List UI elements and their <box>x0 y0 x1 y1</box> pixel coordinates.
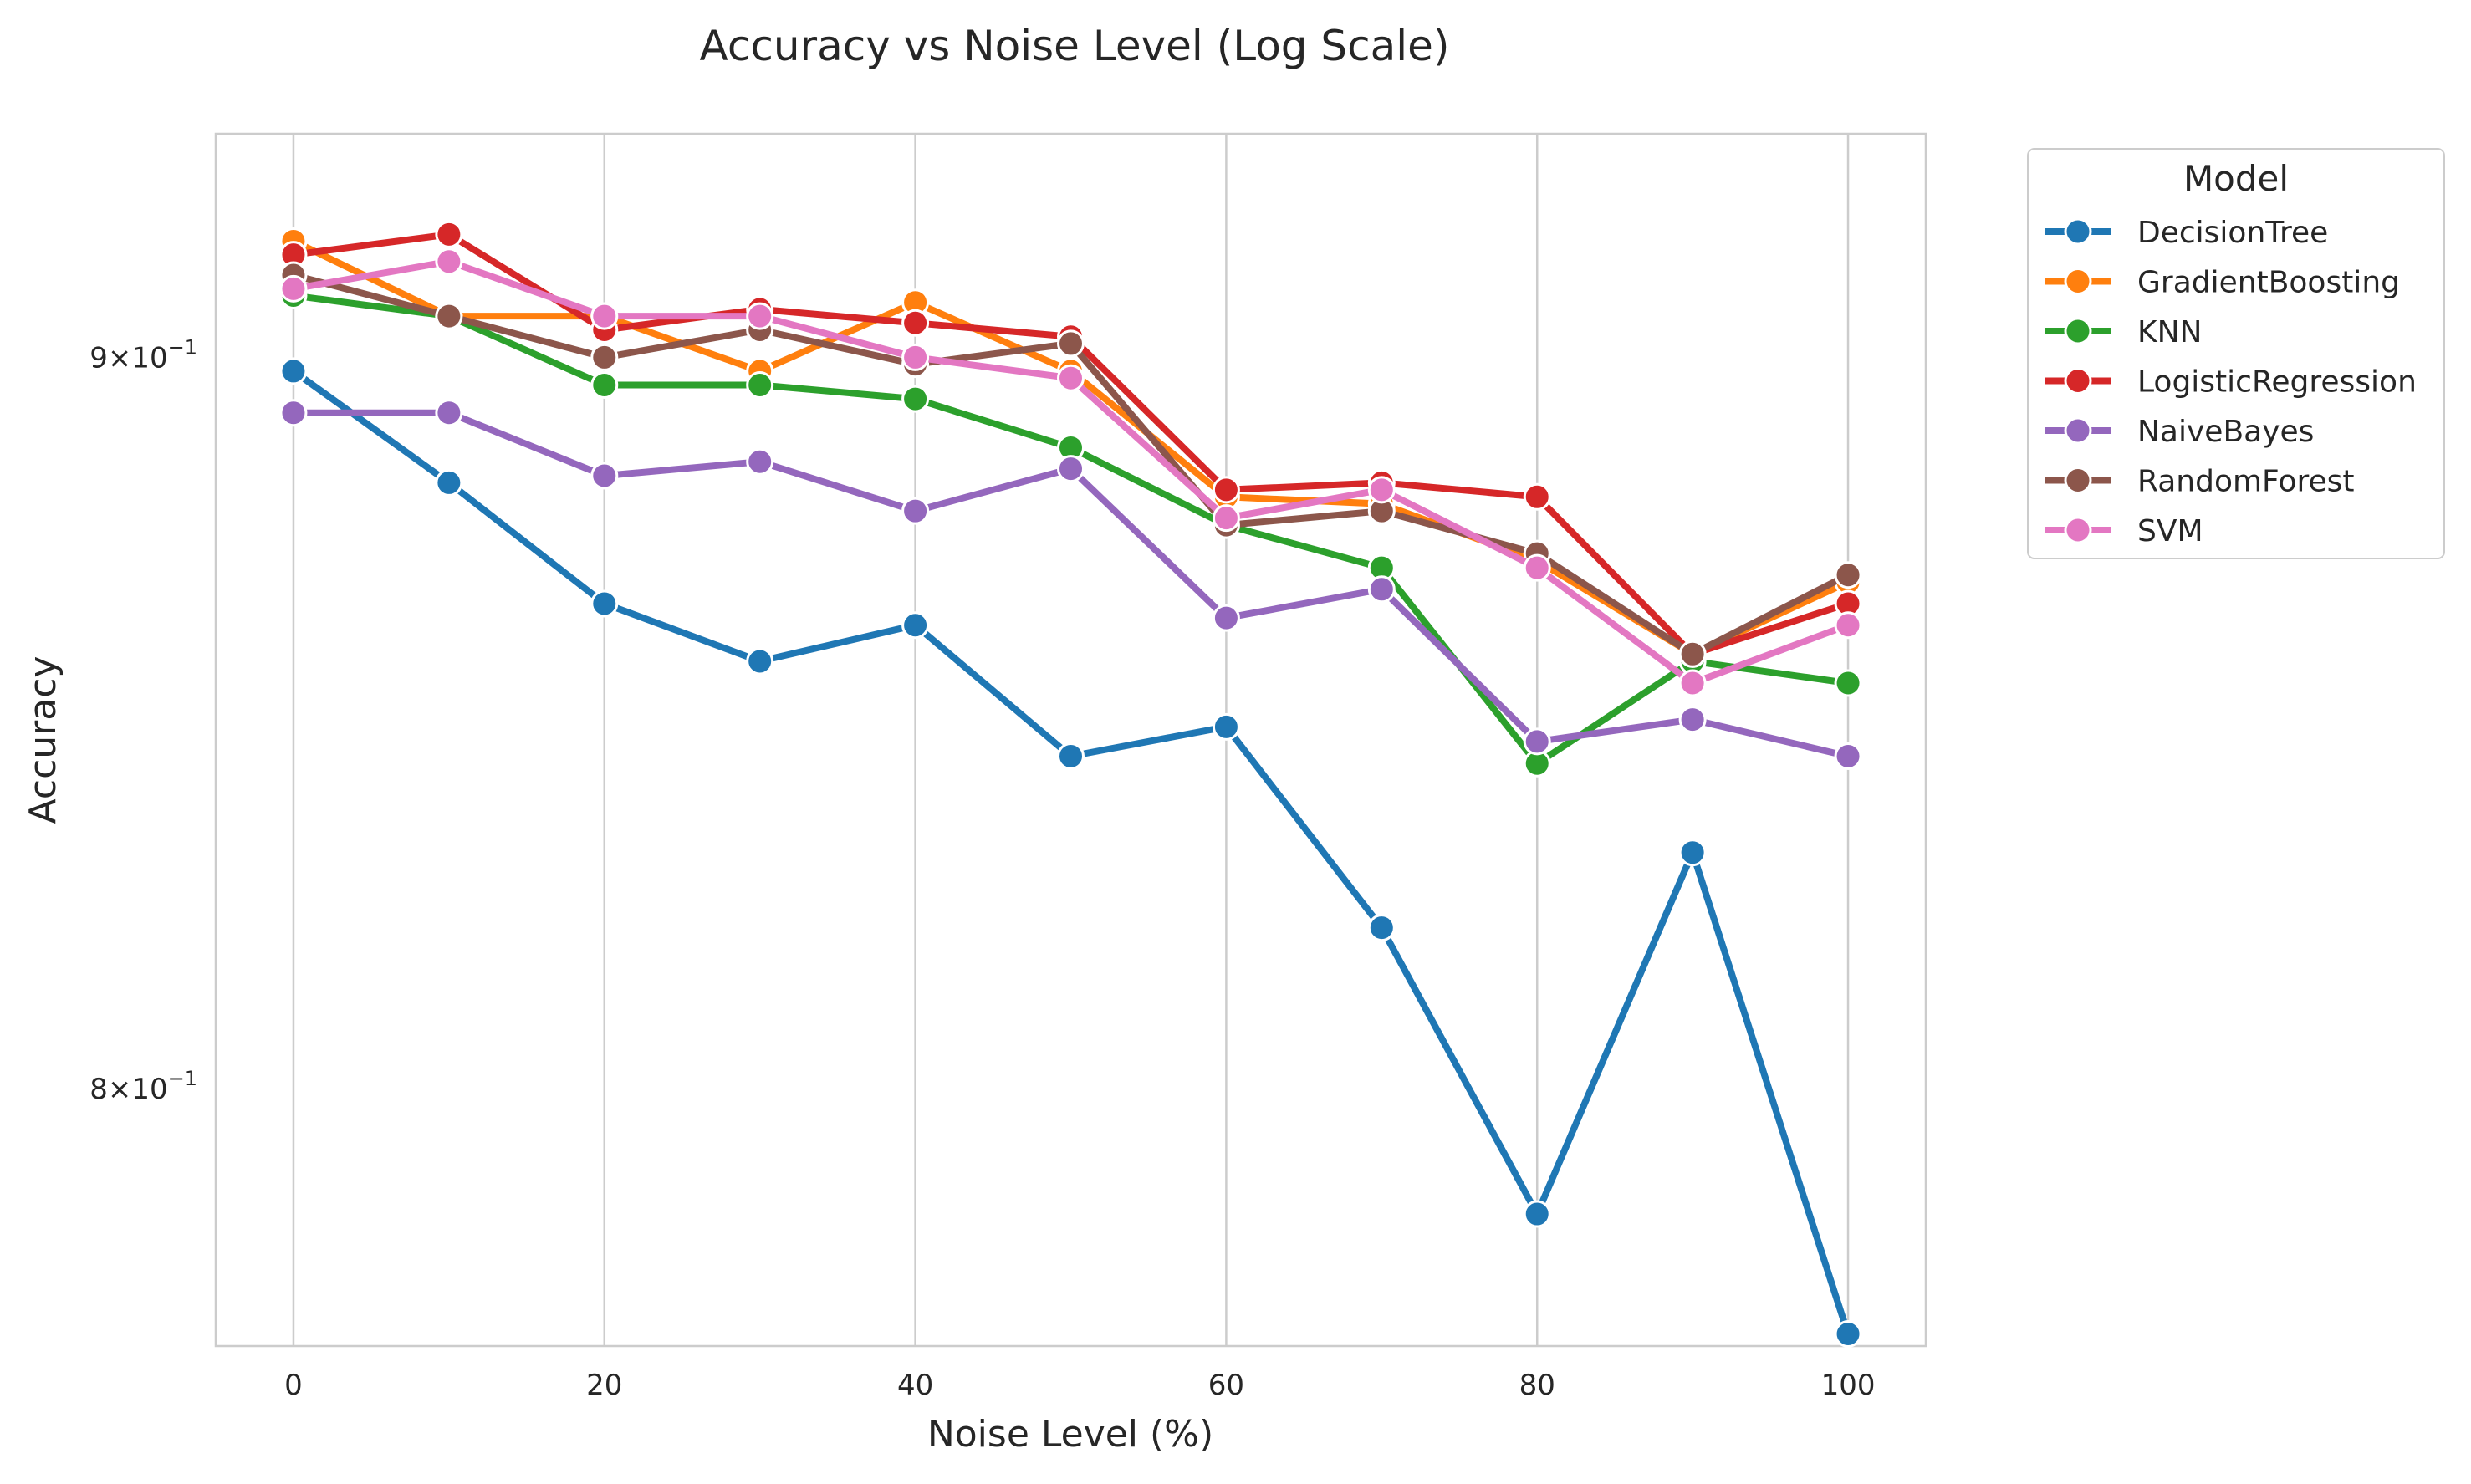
legend-label: SVM <box>2137 514 2203 548</box>
data-point-decisiontree <box>1523 1200 1551 1228</box>
data-point-decisiontree <box>279 357 308 385</box>
data-point-decisiontree <box>590 589 619 618</box>
data-point-naivebayes <box>901 497 930 525</box>
data-point-logisticregression <box>435 220 463 248</box>
data-point-svm <box>1057 364 1085 392</box>
data-point-svm <box>1678 669 1707 697</box>
legend-marker <box>2064 268 2092 295</box>
data-point-decisiontree <box>746 647 774 676</box>
series-lines <box>279 220 1862 1349</box>
legend-title: Model <box>2183 158 2289 199</box>
legend-marker <box>2064 467 2092 494</box>
data-point-naivebayes <box>435 399 463 427</box>
data-point-svm <box>1523 553 1551 582</box>
data-point-svm <box>901 343 930 371</box>
data-point-naivebayes <box>1678 706 1707 734</box>
data-point-naivebayes <box>1212 604 1240 632</box>
data-point-randomforest <box>1678 640 1707 668</box>
legend-label: NaiveBayes <box>2137 415 2314 449</box>
x-axis-label: Noise Level (%) <box>927 1413 1213 1456</box>
data-point-randomforest <box>435 302 463 330</box>
data-point-svm <box>1834 611 1862 640</box>
series-svm <box>279 247 1862 697</box>
legend-marker <box>2064 367 2092 395</box>
data-point-naivebayes <box>1367 575 1396 604</box>
legend-marker <box>2064 217 2092 246</box>
data-point-naivebayes <box>1834 742 1862 770</box>
data-point-svm <box>746 302 774 330</box>
data-point-decisiontree <box>435 468 463 497</box>
x-tick-label: 80 <box>1519 1369 1555 1402</box>
legend-item-decisiontree: DecisionTree <box>2045 216 2328 250</box>
x-tick-label: 20 <box>586 1369 622 1402</box>
y-axis-label: Accuracy <box>22 656 64 824</box>
x-tick-label: 40 <box>897 1369 933 1402</box>
data-point-naivebayes <box>746 447 774 476</box>
legend-label: KNN <box>2137 315 2202 349</box>
legend-item-svm: SVM <box>2045 514 2203 548</box>
data-point-knn <box>746 370 774 399</box>
legend-frame <box>2027 148 2445 559</box>
legend-item-logisticregression: LogisticRegression <box>2045 365 2417 400</box>
data-point-svm <box>279 274 308 303</box>
legend-label: RandomForest <box>2137 465 2355 499</box>
series-decisiontree <box>279 357 1862 1349</box>
data-point-naivebayes <box>279 399 308 427</box>
data-point-svm <box>1212 504 1240 533</box>
y-axis-ticks: 8×10−1 9×10−1 <box>89 335 197 1106</box>
data-point-decisiontree <box>901 611 930 640</box>
data-point-randomforest <box>1834 561 1862 589</box>
series-naivebayes <box>279 399 1862 770</box>
data-point-svm <box>590 302 619 330</box>
data-point-logisticregression <box>1212 476 1240 504</box>
plot-area-frame <box>214 132 1927 1348</box>
legend-item-gradientboosting: GradientBoosting <box>2045 266 2400 300</box>
data-point-svm <box>435 247 463 276</box>
data-point-naivebayes <box>1523 727 1551 756</box>
data-point-knn <box>1834 669 1862 697</box>
data-point-naivebayes <box>1057 455 1085 483</box>
x-tick-label: 60 <box>1208 1369 1244 1402</box>
legend-label: DecisionTree <box>2137 216 2328 250</box>
data-point-decisiontree <box>1057 742 1085 770</box>
x-axis-ticks: 0 20 40 60 80 100 <box>284 1369 1875 1402</box>
data-point-decisiontree <box>1212 712 1240 741</box>
data-point-logisticregression <box>901 309 930 337</box>
legend-label: LogisticRegression <box>2137 365 2417 400</box>
legend: Model DecisionTree GradientBoosting KNN Log… <box>2027 148 2445 559</box>
legend-marker <box>2064 317 2092 345</box>
data-point-decisiontree <box>1834 1320 1862 1349</box>
y-tick-label: 8×10−1 <box>89 1067 197 1106</box>
data-point-decisiontree <box>1678 839 1707 867</box>
data-point-randomforest <box>590 343 619 371</box>
legend-item-knn: KNN <box>2045 315 2202 349</box>
data-point-knn <box>901 385 930 413</box>
x-tick-label: 100 <box>1821 1369 1876 1402</box>
legend-label: GradientBoosting <box>2137 266 2400 300</box>
data-point-randomforest <box>1057 329 1085 358</box>
y-tick-label: 9×10−1 <box>89 335 197 375</box>
legend-item-randomforest: RandomForest <box>2045 465 2355 499</box>
data-point-decisiontree <box>1367 914 1396 942</box>
data-point-svm <box>1367 476 1396 504</box>
legend-marker <box>2064 416 2092 445</box>
chart-title: Accuracy vs Noise Level (Log Scale) <box>700 22 1450 70</box>
legend-marker <box>2064 516 2092 544</box>
data-point-knn <box>590 370 619 399</box>
data-point-logisticregression <box>1523 482 1551 511</box>
data-point-naivebayes <box>590 462 619 490</box>
legend-item-naivebayes: NaiveBayes <box>2045 415 2314 449</box>
legend-items: DecisionTree GradientBoosting KNN LogisticR… <box>2045 216 2417 548</box>
x-tick-label: 0 <box>284 1369 303 1402</box>
